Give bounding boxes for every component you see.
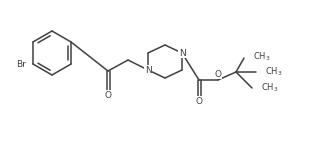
Text: O: O [196,96,203,106]
Text: N: N [179,49,185,58]
Text: N: N [145,66,151,74]
Text: O: O [214,70,222,78]
Text: Br: Br [16,59,26,69]
Text: CH$_3$: CH$_3$ [261,82,279,94]
Text: O: O [105,90,111,99]
Text: CH$_3$: CH$_3$ [265,66,283,78]
Text: CH$_3$: CH$_3$ [253,51,270,63]
